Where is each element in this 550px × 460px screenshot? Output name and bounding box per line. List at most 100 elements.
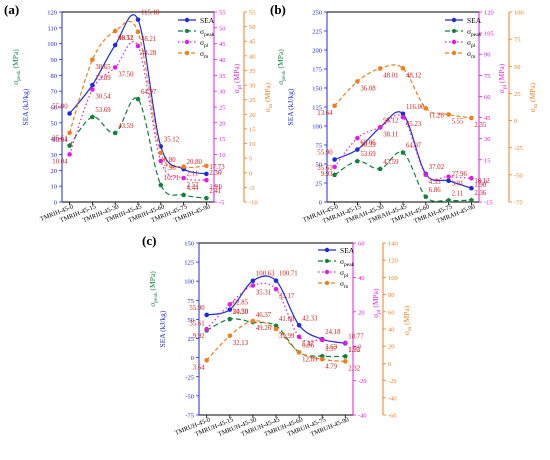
peak-value-label: 35.61	[52, 136, 67, 143]
panel-label: (c)	[142, 233, 156, 248]
pl-value-label: 35.31	[256, 289, 271, 296]
sea-value-label: 20.80	[187, 159, 203, 166]
m-point	[296, 350, 302, 355]
legend-label-sea: SEA	[340, 246, 355, 255]
pl-value-label: 44.28	[141, 50, 157, 57]
pl-point	[296, 334, 302, 340]
pl-axis-title-unit: (MPa)	[371, 288, 380, 310]
pl-value-label: 3.63	[325, 344, 337, 351]
sea-value-label: 35.12	[164, 136, 180, 143]
pl-axis-title-unit: (MPa)	[497, 63, 506, 85]
sea-tick-label: 150	[184, 241, 194, 248]
m-tick-label: 120	[388, 258, 398, 265]
sea-tick-label: 60	[51, 105, 58, 112]
peak-axis-title: σpeak (MPa)	[148, 271, 159, 307]
sea-point	[227, 307, 233, 312]
peak-point	[89, 114, 95, 120]
pl-axis-title-subscript: pl	[376, 309, 382, 314]
m-value-label: 48.01	[383, 72, 398, 79]
legend-marker-sea	[451, 17, 457, 23]
m-axis-title-subscript: m	[407, 326, 413, 331]
pl-axis-title-symbol: σ	[232, 89, 241, 93]
sea-tick-label: 100	[47, 41, 57, 48]
sea-tick-label: 0	[54, 200, 57, 207]
pl-value-label: 24.30	[233, 308, 249, 315]
m-point	[355, 79, 360, 84]
m-point	[90, 57, 95, 63]
sea-axis-title: SEA (kJ/kg)	[286, 88, 295, 125]
pl-tick-label: 0	[219, 184, 222, 191]
m-point	[273, 326, 279, 332]
sea-point	[273, 278, 279, 283]
pl-point	[204, 177, 209, 183]
m-point	[181, 164, 186, 169]
m-point	[204, 163, 209, 169]
sea-value-label: 69.06	[360, 140, 376, 147]
peak-axis-title: σpeak (MPa)	[11, 49, 22, 85]
peak-value-label: 43.59	[118, 123, 134, 130]
legend-symbol: SEA	[340, 246, 355, 255]
sea-value-label: 100.71	[279, 271, 298, 278]
peak-point	[446, 197, 452, 203]
peak-point	[400, 150, 406, 155]
peak-point	[468, 197, 474, 203]
sea-value-label: 55.90	[189, 305, 205, 312]
m-point	[469, 115, 474, 121]
peak-value-label: 46.37	[256, 312, 272, 319]
m-point	[332, 103, 337, 109]
m-tick-label: 50	[249, 24, 256, 31]
legend-subscript: peak	[471, 32, 482, 38]
peak-value-label: 10.71	[164, 175, 179, 182]
m-point	[250, 318, 256, 324]
sea-value-label: 17.73	[209, 164, 225, 171]
m-series-line	[334, 64, 472, 119]
sea-tick-label: 225	[312, 29, 322, 36]
m-point	[423, 106, 429, 111]
legend-label-m: σm	[467, 49, 476, 60]
m-axis-title: σm (MPa)	[528, 82, 539, 112]
m-axis-title-unit: (MPa)	[528, 82, 537, 104]
peak-value-label: 2.36	[474, 190, 486, 197]
pl-value-label: 7.96	[164, 165, 176, 172]
legend-marker-sea	[184, 17, 190, 23]
m-point	[400, 66, 406, 71]
peak-value-label: 2.11	[452, 190, 464, 197]
pl-axis-title: σpl (MPa)	[497, 63, 508, 93]
pl-point	[469, 175, 474, 181]
sea-point	[355, 147, 360, 152]
peak-point	[67, 143, 73, 148]
sea-tick-label: 125	[312, 105, 322, 112]
pl-point	[135, 43, 141, 49]
m-tick-label: 40	[249, 53, 256, 60]
peak-point	[181, 192, 187, 198]
sea-value-label: 62.85	[233, 300, 249, 307]
m-value-label: 36.08	[360, 85, 376, 92]
peak-value-label: 53.69	[360, 151, 376, 158]
peak-axis-subscript: peak	[281, 70, 287, 81]
m-value-label: 38.65	[95, 64, 111, 71]
pl-tick-label: 0	[358, 344, 361, 351]
m-tick-label: 45	[249, 39, 256, 46]
m-value-label: 32.13	[233, 340, 249, 347]
pl-value-label: 30.39	[360, 142, 376, 149]
pl-value-label: 5.47	[302, 341, 314, 348]
legend-marker-pl	[451, 39, 457, 45]
m-tick-label: 20	[249, 112, 256, 119]
m-tick-label: 40	[388, 327, 395, 334]
m-point	[377, 66, 383, 71]
pl-point	[204, 326, 209, 332]
m-tick-label: -60	[388, 413, 397, 420]
sea-point	[90, 82, 95, 88]
m-axis-title: σm (MPa)	[402, 305, 413, 335]
peak-axis-unit: (MPa)	[276, 49, 285, 71]
m-point	[319, 356, 325, 362]
peak-axis-symbol: σ	[148, 303, 157, 307]
pl-tick-label: 90	[484, 52, 491, 59]
peak-point	[227, 316, 233, 322]
peak-axis-title: σpeak (MPa)	[276, 49, 287, 85]
legend-label-sea: SEA	[467, 16, 482, 25]
m-tick-label: -75	[514, 200, 523, 207]
sea-tick-label: 50	[188, 317, 195, 324]
m-axis-title: σm (MPa)	[263, 82, 274, 112]
